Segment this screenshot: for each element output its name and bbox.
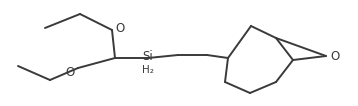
- Text: Si: Si: [142, 50, 153, 63]
- Text: O: O: [115, 22, 125, 34]
- Text: O: O: [330, 50, 340, 63]
- Text: H₂: H₂: [142, 65, 154, 75]
- Text: O: O: [66, 66, 74, 79]
